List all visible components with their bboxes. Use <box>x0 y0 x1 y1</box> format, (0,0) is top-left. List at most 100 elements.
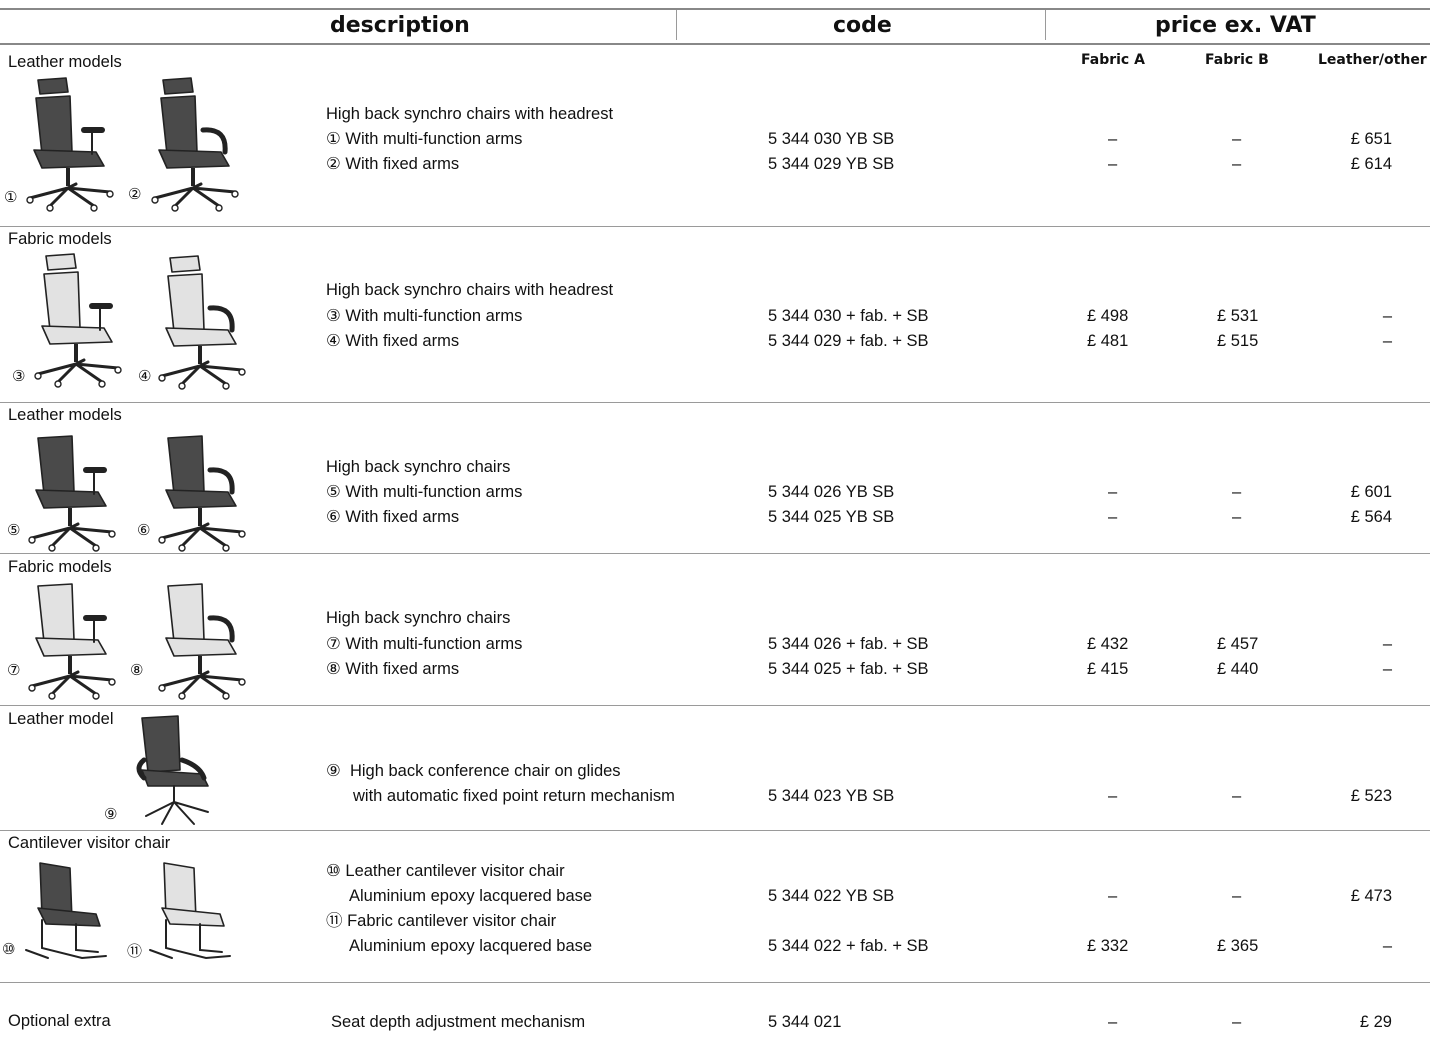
price-fabric-a: £ 432 <box>1087 635 1129 653</box>
price-fabric-b: – <box>1232 787 1242 805</box>
price-fabric-a: – <box>1108 483 1118 501</box>
item-code: 5 344 026 + fab. + SB <box>768 635 929 653</box>
cantilever-chair-icon <box>149 862 231 960</box>
price-fabric-b: – <box>1232 508 1242 526</box>
chair-fixed-arm-icon <box>158 255 246 390</box>
chair-number: ⑧ <box>130 662 144 679</box>
item-line: ⑩ Leather cantilever visitor chair <box>326 862 565 880</box>
item-line: ④ With fixed arms <box>326 332 460 350</box>
chair-number: ④ <box>138 368 152 385</box>
section-title: High back synchro chairs with headrest <box>326 281 614 299</box>
header-divider <box>676 10 677 40</box>
chair-multi-arm-icon <box>28 435 116 552</box>
section-divider <box>0 402 1430 403</box>
price-fabric-b: – <box>1232 483 1242 501</box>
price-leather: – <box>1382 307 1392 325</box>
price-fabric-a: £ 332 <box>1087 937 1129 955</box>
price-fabric-a: – <box>1108 508 1118 526</box>
item-code: 5 344 022 + fab. + SB <box>768 937 929 955</box>
item-line: ⑧ With fixed arms <box>326 660 460 678</box>
item-code: 5 344 023 YB SB <box>768 787 895 805</box>
chair-number: ⑨ <box>104 806 118 823</box>
item-line: with automatic fixed point return mechan… <box>353 787 675 805</box>
chair-fixed-arm-icon <box>151 77 239 212</box>
item-line: ⑦ With multi-function arms <box>326 635 523 653</box>
item-code: 5 344 022 YB SB <box>768 887 895 905</box>
category-label: Optional extra <box>8 1012 111 1030</box>
chair-number: ⑩ <box>2 941 16 958</box>
price-fabric-a: £ 481 <box>1087 332 1129 350</box>
chair-number: ⑪ <box>127 943 143 960</box>
section-divider <box>0 982 1430 983</box>
chair-number: ⑥ <box>137 522 151 539</box>
item-code: 5 344 030 + fab. + SB <box>768 307 929 325</box>
price-fabric-a: £ 415 <box>1087 660 1129 678</box>
item-line: ① With multi-function arms <box>326 130 523 148</box>
item-code: 5 344 029 YB SB <box>768 155 895 173</box>
price-leather: £ 601 <box>1350 483 1392 501</box>
price-fabric-a: – <box>1108 887 1118 905</box>
category-label: Cantilever visitor chair <box>8 834 171 852</box>
top-rule <box>0 8 1430 10</box>
chair-multi-arm-icon <box>34 253 122 388</box>
code-header: code <box>833 13 892 38</box>
price-fabric-a: – <box>1108 1013 1118 1031</box>
item-line: ② With fixed arms <box>326 155 460 173</box>
category-label: Fabric models <box>8 558 112 576</box>
item-line: ⑪ Fabric cantilever visitor chair <box>326 912 557 930</box>
price-leather: £ 651 <box>1350 130 1392 148</box>
header-divider <box>1045 10 1046 40</box>
price-fabric-b: £ 365 <box>1217 937 1259 955</box>
item-line: Aluminium epoxy lacquered base <box>349 887 593 905</box>
price-fabric-b: – <box>1232 1013 1242 1031</box>
section-divider <box>0 705 1430 706</box>
price-fabric-b: – <box>1232 130 1242 148</box>
chair-number: ⑤ <box>7 522 21 539</box>
price-leather: – <box>1382 660 1392 678</box>
chair-number: ② <box>128 186 142 203</box>
chair-number: ③ <box>12 368 26 385</box>
header-rule <box>0 43 1430 45</box>
category-label: Leather models <box>8 53 122 71</box>
price-fabric-a: £ 498 <box>1087 307 1129 325</box>
section-divider <box>0 830 1430 831</box>
section-title: High back synchro chairs <box>326 458 511 476</box>
item-line: ③ With multi-function arms <box>326 307 523 325</box>
category-label: Fabric models <box>8 230 112 248</box>
price-fabric-a: – <box>1108 787 1118 805</box>
item-code: 5 344 021 <box>768 1013 842 1031</box>
price-leather: – <box>1382 937 1392 955</box>
fabric-b-header: Fabric B <box>1205 52 1269 68</box>
price-fabric-b: – <box>1232 887 1242 905</box>
price-leather: £ 473 <box>1350 887 1392 905</box>
chair-fixed-arm-icon <box>158 435 246 552</box>
price-leather: – <box>1382 332 1392 350</box>
item-line: Aluminium epoxy lacquered base <box>349 937 593 955</box>
cantilever-chair-icon <box>25 862 107 960</box>
price-fabric-b: £ 440 <box>1217 660 1259 678</box>
item-code: 5 344 030 YB SB <box>768 130 895 148</box>
chair-fixed-arm-icon <box>158 583 246 700</box>
price-fabric-b: – <box>1232 155 1242 173</box>
price-leather: £ 614 <box>1350 155 1392 173</box>
leather-other-header: Leather/other <box>1318 52 1427 68</box>
item-code: 5 344 029 + fab. + SB <box>768 332 929 350</box>
item-line: Seat depth adjustment mechanism <box>331 1013 586 1031</box>
item-line: ⑥ With fixed arms <box>326 508 460 526</box>
category-label: Leather model <box>8 710 114 728</box>
price-leather: – <box>1382 635 1392 653</box>
price-fabric-a: – <box>1108 130 1118 148</box>
price-fabric-b: £ 515 <box>1217 332 1259 350</box>
description-header: description <box>330 13 470 38</box>
fabric-a-header: Fabric A <box>1081 52 1145 68</box>
price-header: price ex. VAT <box>1155 13 1316 38</box>
conference-chair-icon <box>136 715 209 825</box>
chair-multi-arm-icon <box>26 77 114 212</box>
price-leather: £ 523 <box>1350 787 1392 805</box>
price-leather: £ 564 <box>1350 508 1392 526</box>
price-fabric-b: £ 457 <box>1217 635 1259 653</box>
item-code: 5 344 025 YB SB <box>768 508 895 526</box>
price-fabric-b: £ 531 <box>1217 307 1259 325</box>
item-line: ⑨ High back conference chair on glides <box>326 762 621 780</box>
section-title: High back synchro chairs with headrest <box>326 105 614 123</box>
